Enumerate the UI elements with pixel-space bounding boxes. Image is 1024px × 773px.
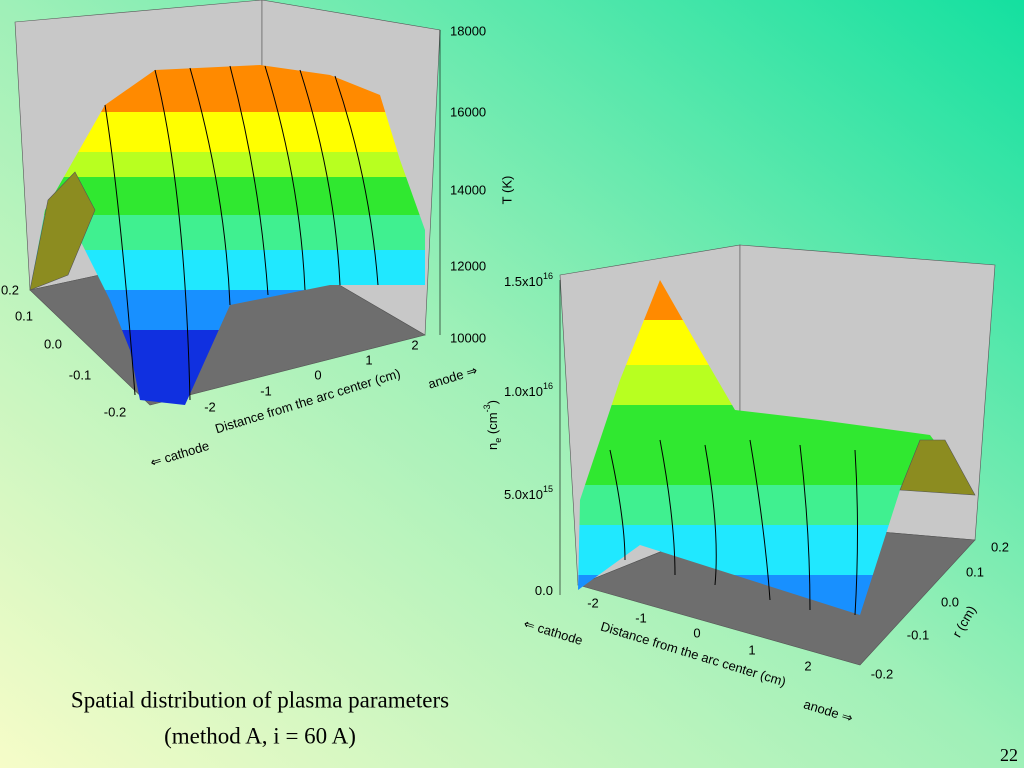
x-tick-label: 1 [365,352,372,367]
tick-base: 1.5x10 [504,274,543,289]
x-tick-label: 2 [411,337,418,352]
page-number: 22 [1000,745,1018,765]
tick-exponent: 16 [543,381,553,391]
x-tick-label: -1 [635,610,647,625]
r-tick-label: -0.2 [871,666,893,681]
plot-right [559,244,996,666]
tick-base: 1.0x10 [504,384,543,399]
r-tick-label: 0.1 [966,564,984,579]
plot-left [14,0,441,406]
x-tick-label: -1 [260,383,272,398]
z-tick-label: 10000 [450,330,486,345]
caption: (method A, i = 60 A) [164,723,356,748]
r-tick-label: 0.1 [15,308,33,323]
z-tick-label: 14000 [450,182,486,197]
z-tick-label: 18000 [450,23,486,38]
x-tick-label: -2 [204,399,216,414]
caption: Spatial distribution of plasma parameter… [71,687,449,712]
z-tick-label: 5.0x1015 [504,484,553,502]
label-part: ) [485,400,500,404]
r-tick-label: -0.1 [69,367,91,382]
z-tick-label: 0.0 [535,583,553,598]
z-axis-label: ne (cm-3) [482,400,503,450]
tick-exponent: 15 [543,484,553,494]
tick-base: 0.0 [535,583,553,598]
tick-base: 5.0x10 [504,487,543,502]
label-sup: -3 [482,404,492,412]
x-tick-label: -2 [587,595,599,610]
x-tick-label: 2 [804,658,811,673]
z-axis-label: T (K) [499,176,514,205]
label-sub: e [493,438,503,443]
r-tick-label: 0.2 [991,539,1009,554]
r-tick-label: 0.0 [941,594,959,609]
x-tick-label: 0 [693,625,700,640]
z-tick-label: 12000 [450,258,486,273]
r-tick-label: -0.1 [907,627,929,642]
r-tick-label: 0.0 [44,336,62,351]
r-tick-label: -0.2 [104,404,126,419]
label-part: n [485,443,500,450]
r-tick-label: 0.2 [1,282,19,297]
x-tick-label: 0 [314,367,321,382]
label-part: (cm [485,412,500,437]
z-tick-label: 1.0x1016 [504,381,553,399]
z-tick-label: 16000 [450,104,486,119]
tick-exponent: 16 [543,271,553,281]
x-tick-label: 1 [748,642,755,657]
z-tick-label: 1.5x1016 [504,271,553,289]
